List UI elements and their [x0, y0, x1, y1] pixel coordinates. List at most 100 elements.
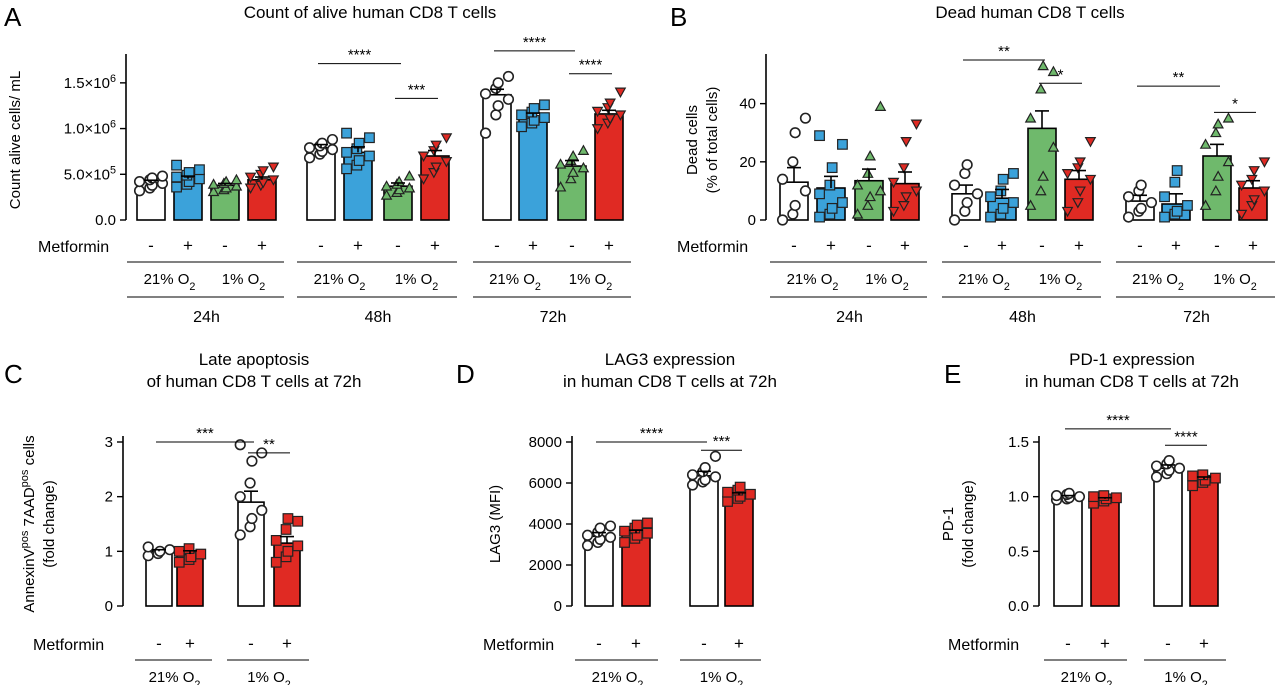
significance-label: *** — [408, 81, 426, 98]
data-point — [244, 183, 257, 195]
y-tick-label: 20 — [739, 154, 756, 171]
data-point — [1084, 137, 1097, 148]
data-point — [824, 179, 836, 191]
data-point — [1171, 165, 1183, 176]
data-point — [851, 208, 864, 219]
data-point — [722, 486, 733, 498]
y-axis-label: AnnexinVpos 7AADpos cells — [19, 435, 38, 612]
data-point — [789, 199, 801, 212]
metformin-sign: - — [1165, 634, 1171, 653]
data-point — [303, 152, 316, 164]
oxygen-label: 21% O2 — [314, 271, 366, 293]
data-point — [699, 462, 711, 474]
data-point — [1222, 155, 1235, 167]
data-point — [479, 88, 492, 100]
data-point — [776, 214, 789, 226]
data-point — [1187, 480, 1198, 492]
data-point — [173, 556, 185, 568]
data-point — [565, 172, 577, 184]
data-point — [709, 450, 722, 462]
data-point — [826, 202, 838, 214]
data-point — [1173, 462, 1186, 474]
data-point — [619, 537, 630, 548]
y-tick-label: 0 — [554, 598, 562, 615]
data-point — [594, 522, 606, 534]
data-point — [961, 196, 973, 209]
y-axis-label: Count alive cells/ mL — [7, 71, 24, 209]
metformin-sign: - — [963, 236, 969, 255]
data-point — [146, 172, 158, 184]
data-point — [257, 166, 269, 177]
data-point — [604, 98, 616, 110]
y-axis-label-2: (fold change) — [41, 480, 58, 568]
data-point — [887, 177, 900, 189]
time-label: 24h — [193, 309, 220, 326]
significance-label: ** — [1173, 69, 1185, 86]
bar — [1189, 478, 1219, 607]
significance-label: **** — [1106, 412, 1130, 429]
metformin-sign: + — [1171, 236, 1181, 255]
data-point — [171, 171, 182, 183]
bar — [689, 475, 719, 607]
y-tick-label: 4000 — [529, 516, 562, 533]
significance-label: **** — [640, 425, 664, 442]
chart-title: Late apoptosis — [199, 350, 310, 369]
data-point — [430, 162, 442, 174]
data-point — [230, 180, 243, 191]
metformin-sign: + — [1074, 236, 1084, 255]
data-point — [1088, 491, 1099, 503]
panel-letter: B — [670, 2, 687, 32]
bar — [1053, 495, 1083, 607]
data-point — [440, 157, 453, 168]
y-tick-label: 2 — [105, 489, 113, 506]
data-point — [326, 133, 339, 146]
time-label: 72h — [1183, 309, 1210, 326]
panel-letter: D — [456, 359, 475, 389]
data-point — [1163, 454, 1175, 467]
metformin-sign: + — [430, 236, 440, 255]
panel-letter: A — [4, 2, 22, 32]
data-point — [246, 512, 258, 525]
data-point — [417, 151, 430, 163]
significance-label: * — [1232, 95, 1238, 112]
data-point — [142, 541, 154, 553]
data-point — [270, 534, 282, 546]
data-point — [864, 190, 876, 202]
oxygen-label: 1% O2 — [1164, 669, 1208, 685]
data-point — [997, 202, 1009, 214]
y-axis-label: PD-1 — [940, 507, 957, 541]
data-point — [364, 150, 375, 162]
data-point — [642, 517, 653, 529]
data-point — [1145, 196, 1158, 209]
oxygen-label: 21% O2 — [1132, 271, 1184, 293]
data-point — [1135, 179, 1147, 191]
metformin-sign: + — [997, 236, 1007, 255]
data-point — [292, 540, 304, 552]
data-point — [502, 93, 515, 105]
data-point — [353, 137, 365, 149]
bar — [594, 113, 624, 221]
data-point — [1037, 59, 1049, 71]
oxygen-label: 1% O2 — [247, 669, 291, 685]
data-point — [862, 167, 874, 178]
data-point — [581, 529, 594, 541]
data-point — [1187, 470, 1198, 482]
data-point — [230, 173, 243, 185]
data-point — [502, 70, 515, 83]
data-point — [789, 127, 801, 139]
metformin-sign: + — [257, 236, 267, 255]
data-point — [1074, 186, 1086, 197]
data-point — [1199, 138, 1212, 149]
data-point — [282, 513, 294, 524]
y-axis-label-2: (fold change) — [960, 480, 977, 568]
data-point — [554, 158, 567, 169]
data-point — [303, 142, 316, 154]
data-point — [851, 179, 864, 190]
data-point — [257, 178, 269, 189]
data-point — [814, 188, 825, 200]
data-point — [173, 545, 185, 557]
metformin-sign: + — [826, 236, 836, 255]
data-point — [745, 488, 756, 500]
panel-D: D LAG3 expression in human CD8 T cells at … — [456, 350, 777, 685]
